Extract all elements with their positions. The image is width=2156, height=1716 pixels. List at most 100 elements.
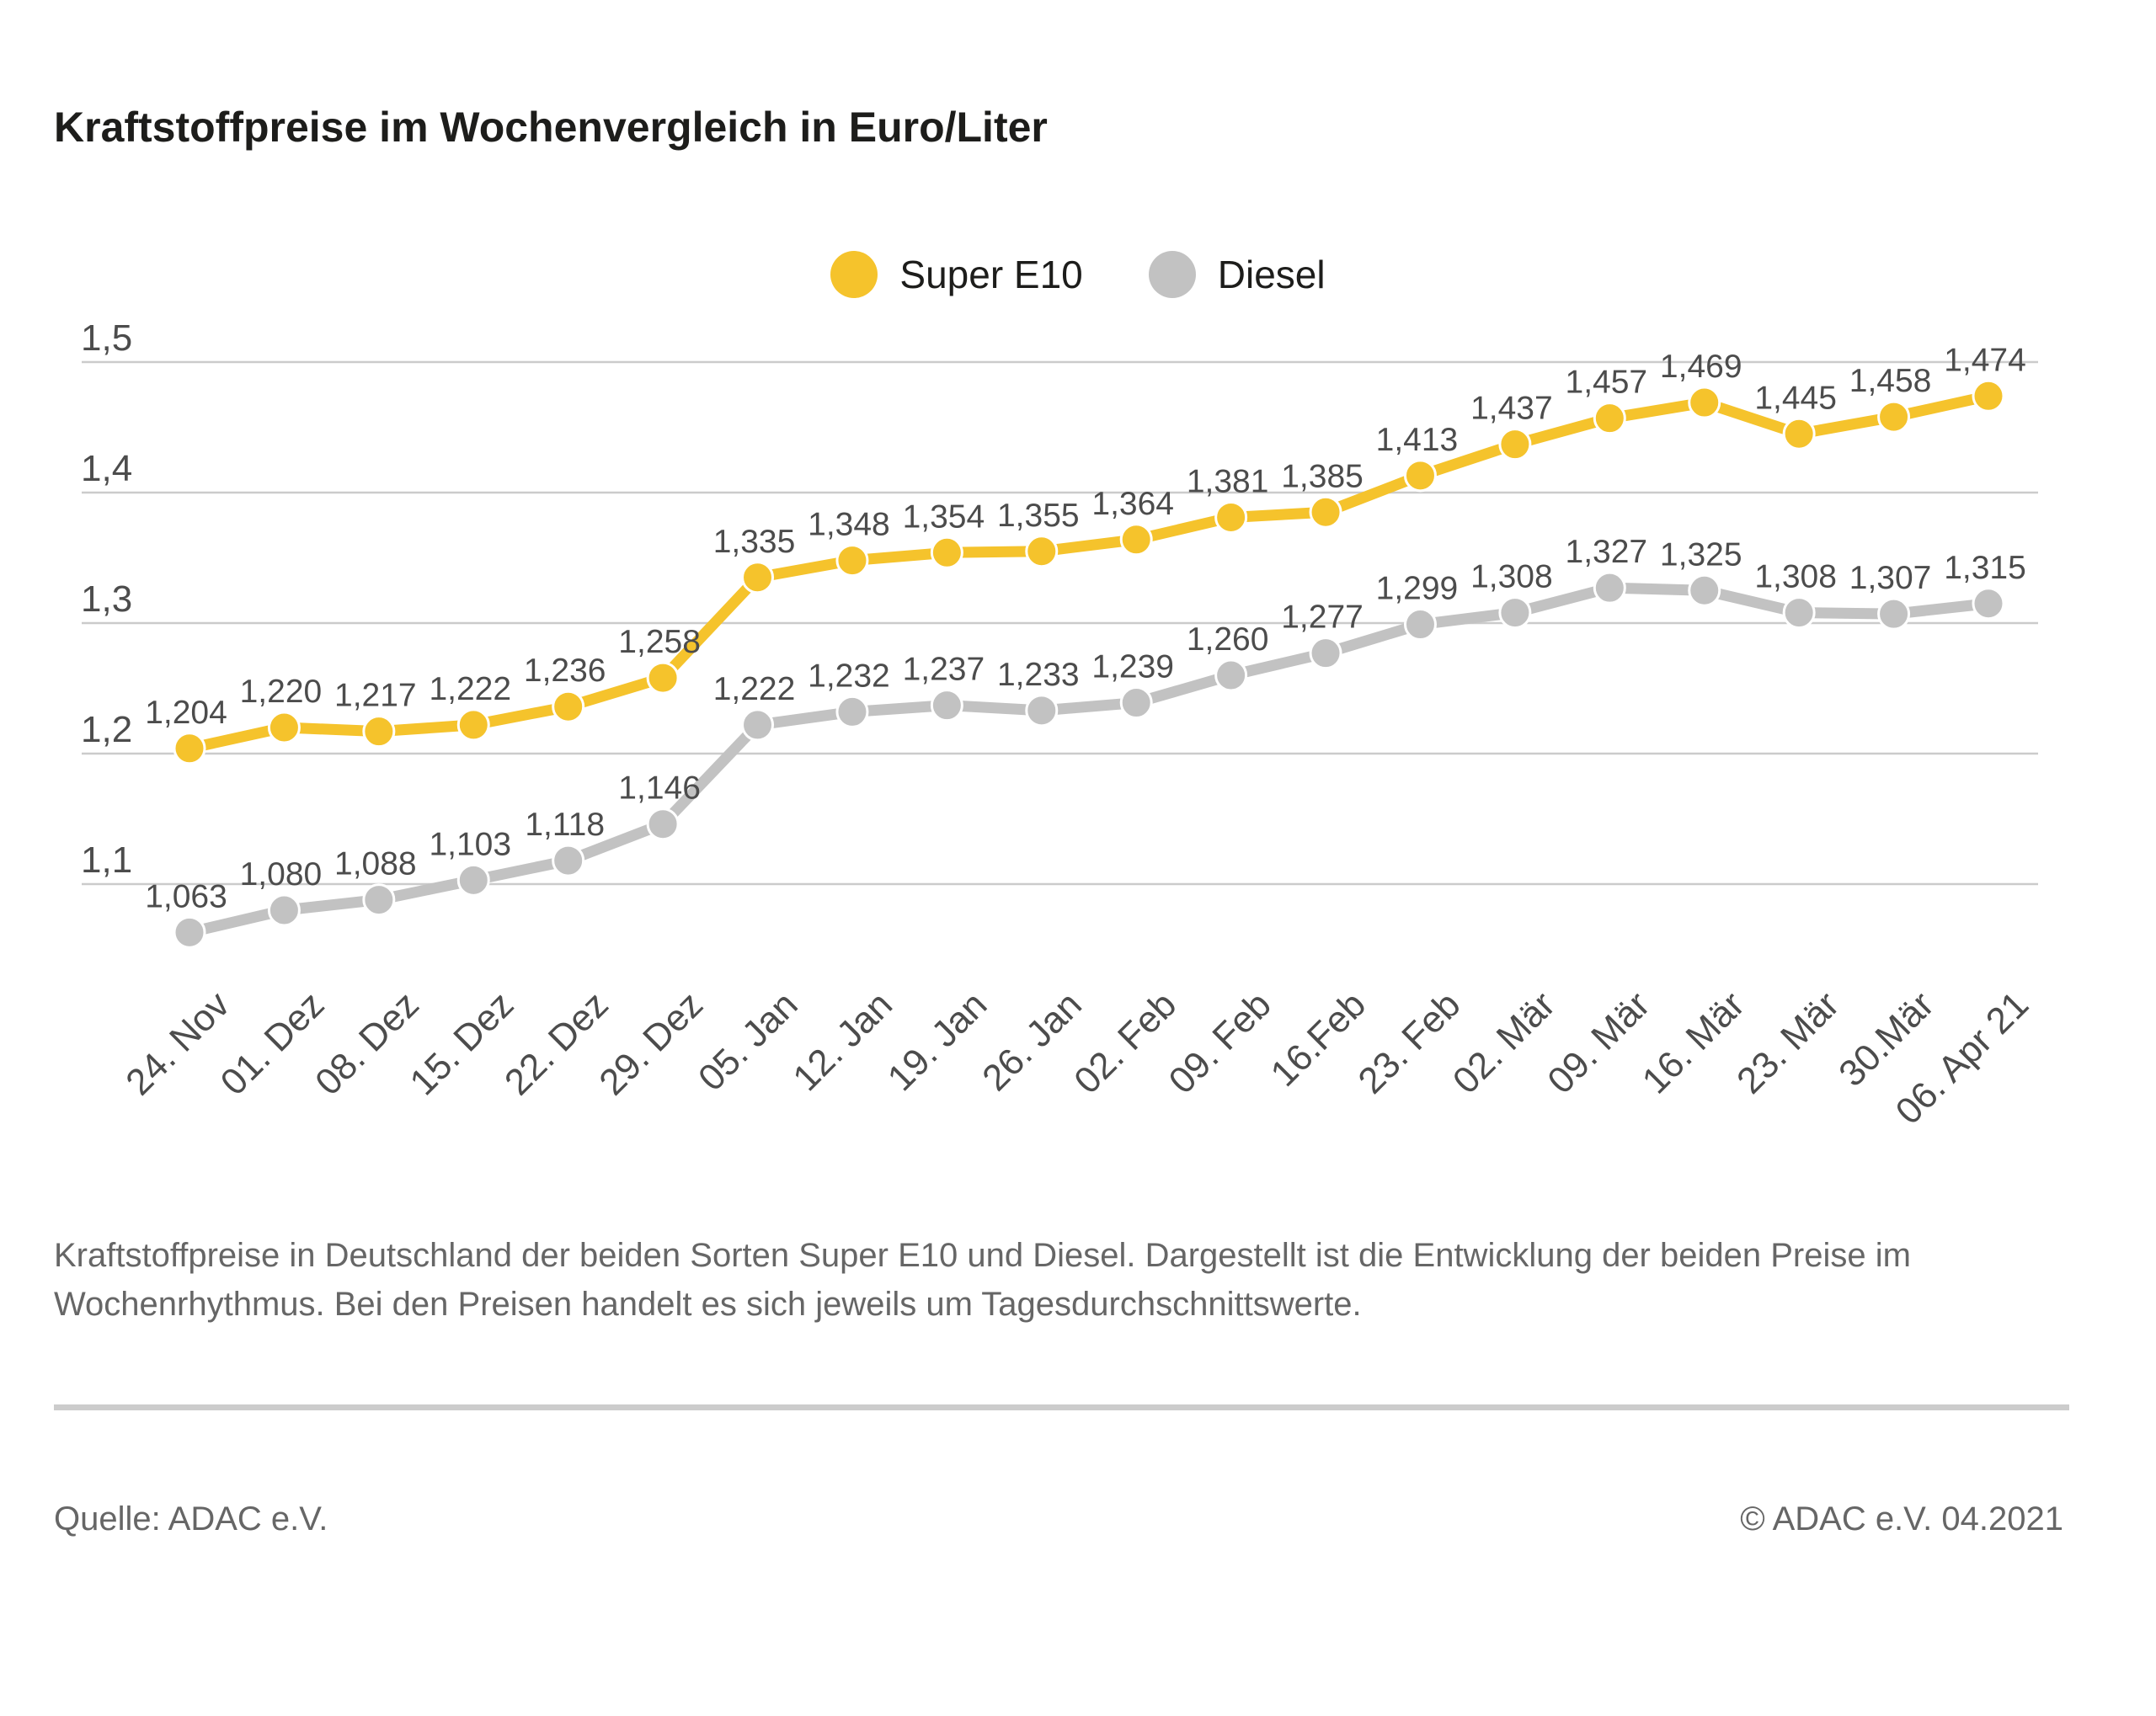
data-point-label-super-e10: 1,437: [1470, 391, 1553, 427]
data-point-marker-super-e10: [173, 732, 206, 765]
data-point-marker-super-e10: [552, 690, 585, 723]
series-color-dot-icon: [1148, 251, 1196, 298]
data-point-marker-super-e10: [1119, 523, 1153, 557]
data-point-label-diesel: 1,277: [1281, 600, 1364, 636]
data-point-marker-diesel: [1403, 608, 1437, 642]
data-point-label-diesel: 1,315: [1944, 550, 2026, 586]
data-point-label-diesel: 1,063: [145, 878, 227, 914]
data-point-label-diesel: 1,239: [1091, 649, 1174, 685]
y-axis-tick-label: 1,2: [81, 709, 132, 750]
x-axis-tick-label: 02. Mär: [1445, 983, 1563, 1101]
data-point-label-super-e10: 1,258: [618, 624, 701, 660]
legend-item-diesel: Diesel: [1148, 251, 1326, 298]
x-axis-tick-label: 05. Jan: [691, 983, 806, 1099]
data-point-marker-diesel: [1688, 573, 1721, 607]
data-point-marker-super-e10: [1593, 402, 1626, 435]
data-point-label-diesel: 1,233: [997, 657, 1080, 693]
data-point-label-diesel: 1,103: [429, 826, 511, 862]
data-point-marker-super-e10: [362, 715, 396, 749]
x-axis-tick-label: 09. Feb: [1161, 983, 1279, 1101]
data-point-label-diesel: 1,222: [713, 671, 796, 707]
data-point-marker-diesel: [741, 708, 775, 742]
data-point-label-super-e10: 1,222: [429, 671, 511, 707]
data-point-label-super-e10: 1,445: [1754, 380, 1837, 416]
data-point-marker-diesel: [930, 689, 963, 722]
data-point-label-diesel: 1,118: [525, 807, 605, 843]
data-point-label-super-e10: 1,381: [1187, 463, 1269, 499]
data-point-marker-diesel: [1309, 637, 1342, 670]
data-point-marker-diesel: [1782, 596, 1816, 630]
data-point-marker-diesel: [1972, 587, 2005, 621]
data-point-marker-diesel: [1877, 597, 1911, 631]
data-point-label-super-e10: 1,204: [145, 695, 227, 731]
y-axis-tick-label: 1,4: [81, 448, 132, 489]
data-point-label-diesel: 1,232: [808, 658, 890, 694]
data-point-marker-super-e10: [1972, 379, 2005, 413]
x-axis-tick-label: 23. Mär: [1729, 983, 1847, 1101]
x-axis-tick-label: 08. Dez: [307, 983, 427, 1103]
data-point-marker-super-e10: [930, 536, 963, 569]
data-point-label-super-e10: 1,413: [1376, 422, 1459, 458]
data-point-label-super-e10: 1,217: [334, 678, 417, 714]
data-point-marker-diesel: [835, 695, 869, 728]
footer-divider: [54, 1404, 2069, 1410]
data-point-label-super-e10: 1,469: [1660, 349, 1742, 385]
x-axis-tick-label: 22. Dez: [497, 983, 616, 1103]
caption-line-1: Kraftstoffpreise in Deutschland der beid…: [54, 1237, 1911, 1274]
y-axis-tick-label: 1,1: [81, 839, 132, 881]
data-point-label-super-e10: 1,364: [1091, 486, 1174, 522]
source-text: Quelle: ADAC e.V.: [54, 1500, 328, 1537]
legend-label: Diesel: [1217, 253, 1326, 296]
data-point-marker-diesel: [552, 844, 585, 877]
legend-item-super-e10: Super E10: [830, 251, 1083, 298]
copyright-text: © ADAC e.V. 04.2021: [1740, 1500, 2063, 1537]
data-point-label-diesel: 1,237: [903, 652, 985, 688]
data-point-marker-super-e10: [1403, 459, 1437, 493]
legend-label: Super E10: [899, 253, 1083, 296]
chart-caption: Kraftstoffpreise in Deutschland der beid…: [54, 1231, 1911, 1329]
data-point-marker-diesel: [1593, 571, 1626, 605]
data-point-marker-super-e10: [1782, 417, 1816, 450]
x-axis-tick-label: 01. Dez: [213, 983, 333, 1103]
data-point-label-super-e10: 1,354: [903, 498, 985, 535]
data-point-marker-diesel: [362, 883, 396, 917]
x-axis-tick-label: 09. Mär: [1540, 983, 1657, 1101]
data-point-label-super-e10: 1,355: [997, 498, 1080, 534]
data-point-marker-super-e10: [1309, 495, 1342, 529]
chart-legend: Super E10 Diesel: [0, 251, 2156, 298]
x-axis-tick-label: 19. Jan: [880, 983, 995, 1099]
x-axis-tick-label: 16. Mär: [1635, 983, 1753, 1101]
series-color-dot-icon: [830, 251, 878, 298]
x-axis-tick-label: 12. Jan: [785, 983, 900, 1099]
data-point-marker-super-e10: [1877, 400, 1911, 434]
x-axis-tick-label: 26. Jan: [974, 983, 1090, 1099]
data-point-marker-super-e10: [1025, 535, 1059, 568]
page-title: Kraftstoffpreise im Wochenvergleich in E…: [54, 104, 1048, 151]
data-point-marker-diesel: [1498, 596, 1532, 630]
data-point-label-diesel: 1,299: [1376, 571, 1459, 607]
y-axis-tick-label: 1,5: [81, 317, 132, 359]
data-point-label-super-e10: 1,220: [240, 674, 323, 710]
data-point-label-diesel: 1,308: [1470, 559, 1553, 595]
data-point-marker-super-e10: [456, 708, 490, 742]
data-point-label-super-e10: 1,457: [1566, 365, 1648, 401]
data-point-label-diesel: 1,260: [1187, 621, 1269, 658]
data-point-marker-super-e10: [1498, 428, 1532, 461]
data-point-label-super-e10: 1,458: [1849, 363, 1932, 399]
data-point-marker-diesel: [1214, 658, 1248, 692]
x-axis-tick-label: 29. Dez: [591, 983, 711, 1103]
data-point-marker-super-e10: [1214, 500, 1248, 534]
data-point-marker-diesel: [646, 807, 680, 841]
data-point-label-super-e10: 1,236: [524, 653, 606, 689]
data-point-marker-super-e10: [835, 544, 869, 578]
data-point-marker-diesel: [1119, 686, 1153, 720]
data-point-label-diesel: 1,146: [618, 770, 701, 807]
data-point-label-diesel: 1,307: [1849, 560, 1932, 596]
data-point-label-super-e10: 1,474: [1944, 342, 2026, 378]
data-point-label-diesel: 1,088: [334, 846, 417, 882]
data-point-marker-diesel: [267, 893, 301, 927]
x-axis-tick-label: 02. Feb: [1066, 983, 1184, 1101]
data-point-marker-super-e10: [1688, 386, 1721, 419]
